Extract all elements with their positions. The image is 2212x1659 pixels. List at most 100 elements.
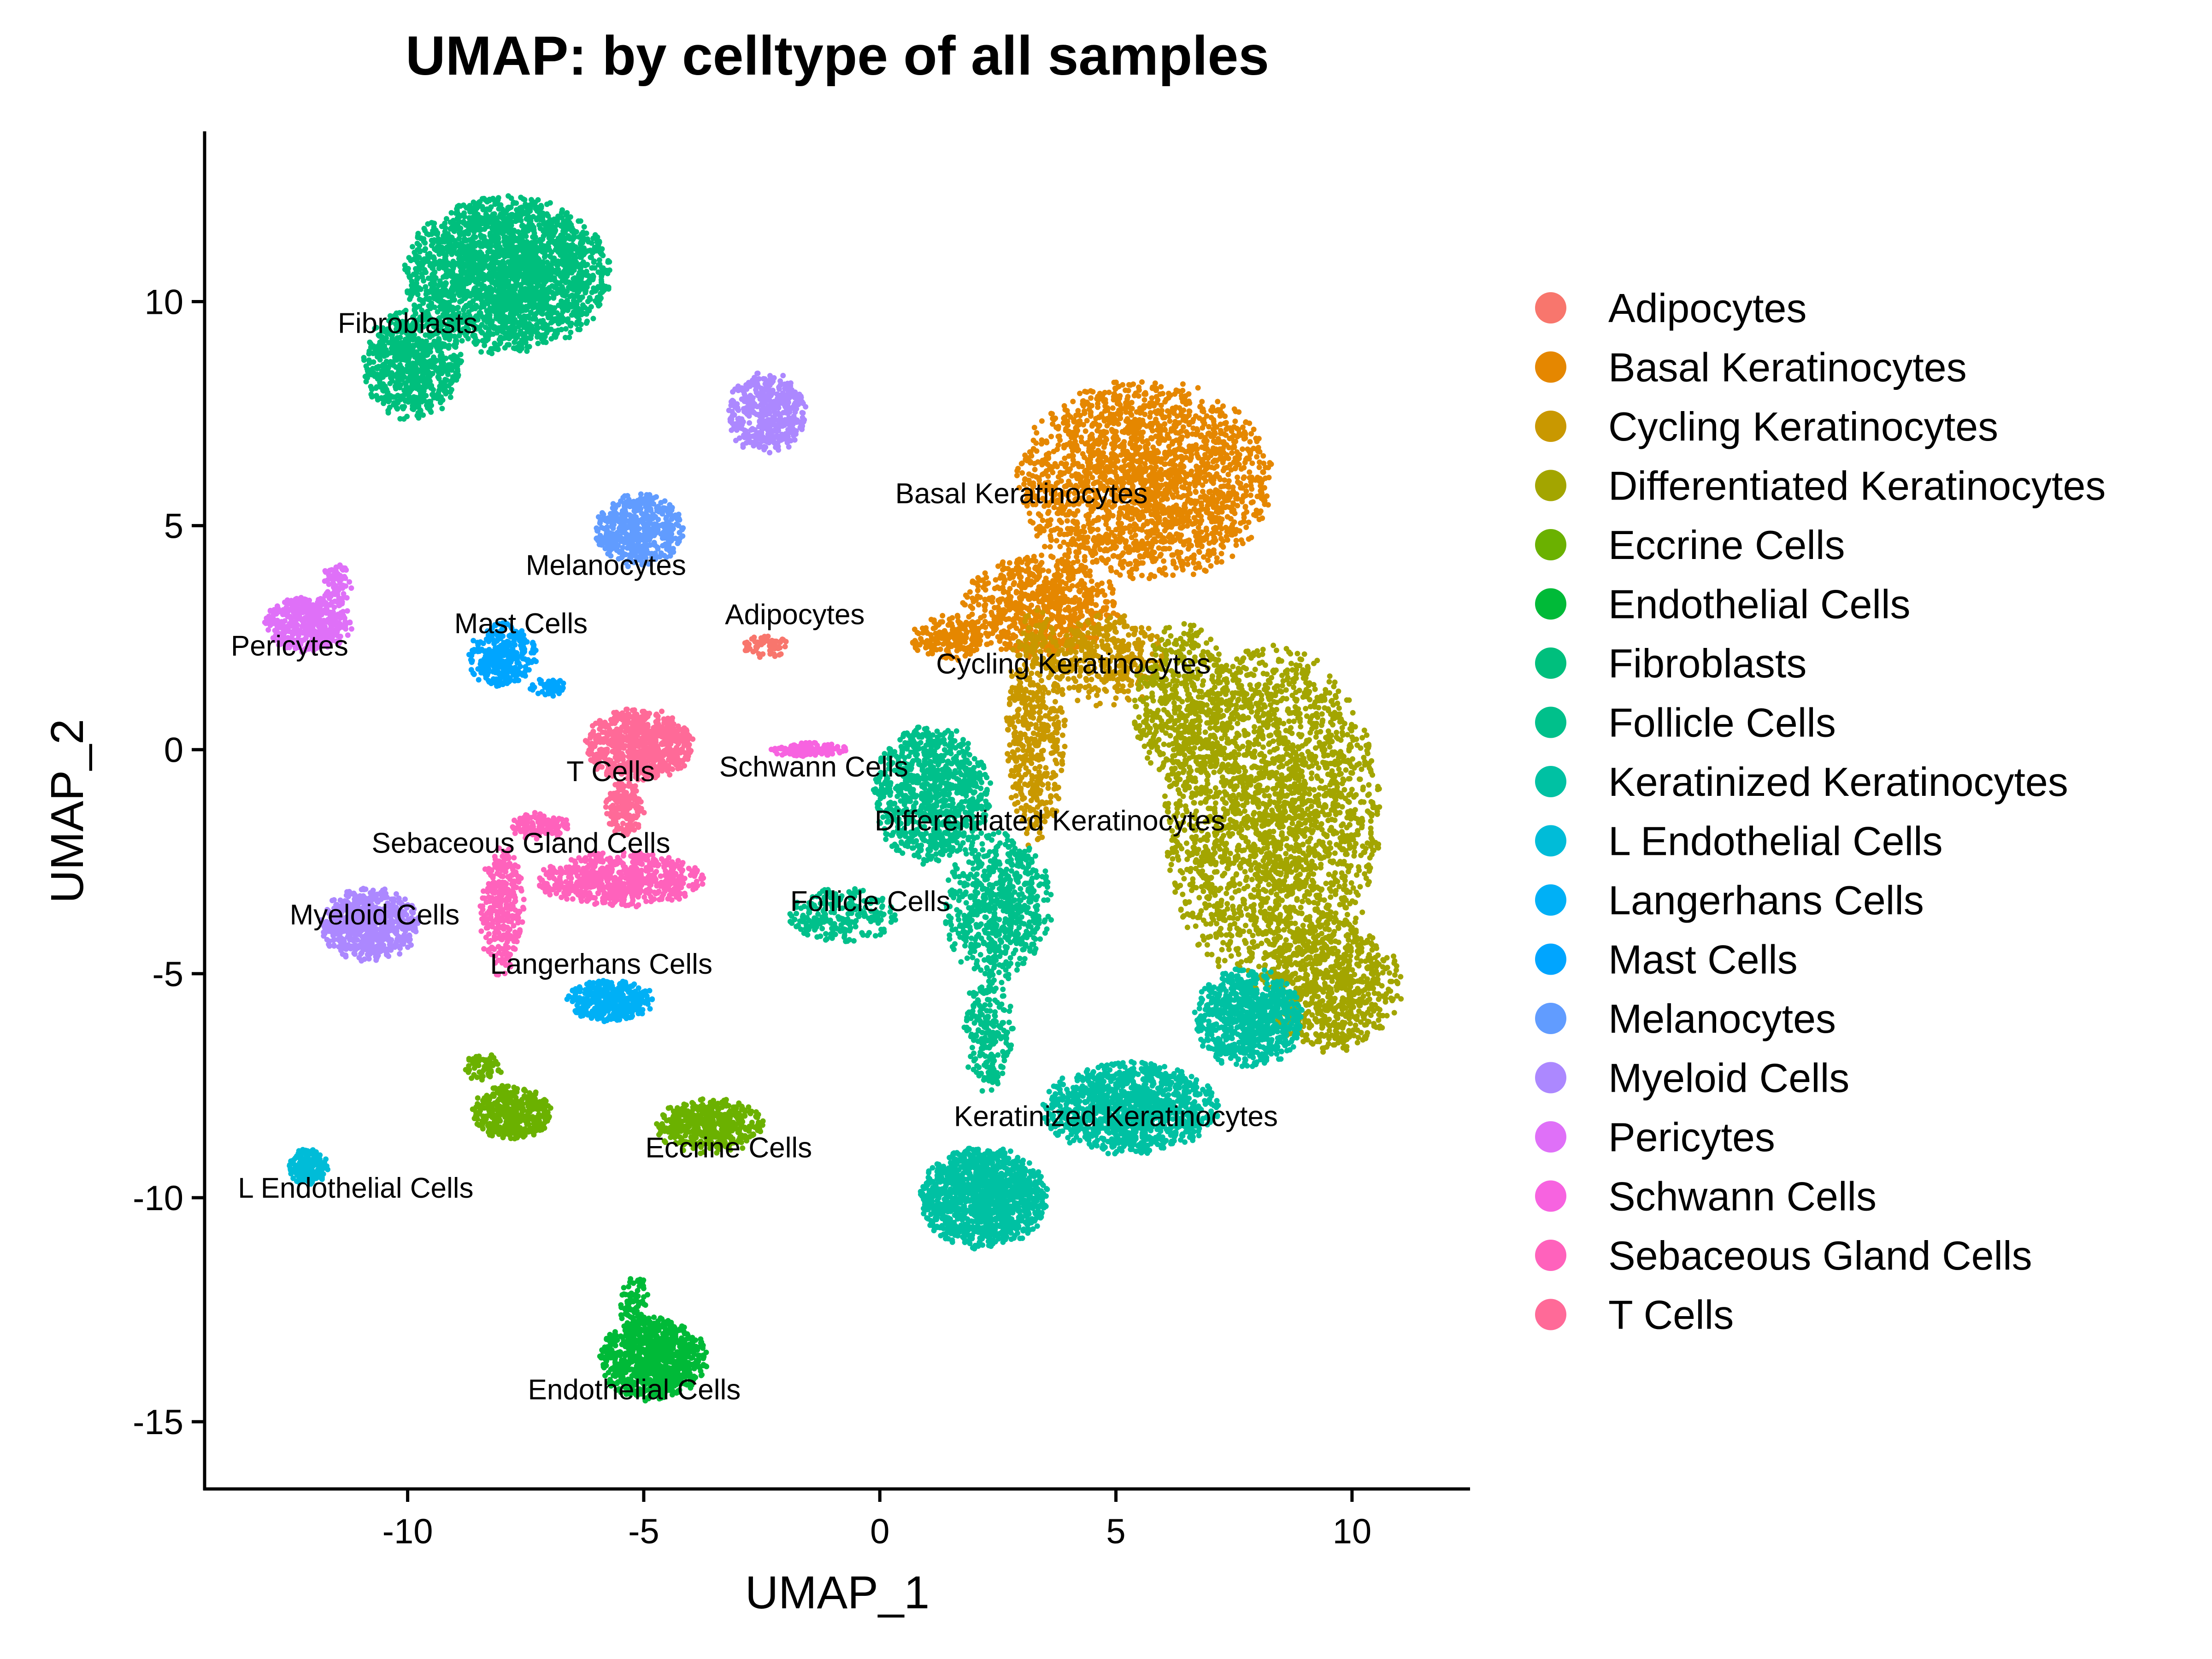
cluster-label: Pericytes (231, 630, 348, 662)
legend-label: Sebaceous Gland Cells (1608, 1233, 2032, 1278)
point-cluster (1132, 621, 1234, 789)
series-schwann-cells (768, 740, 848, 759)
series-langerhans-cells (564, 978, 655, 1024)
legend-item: T Cells (1535, 1292, 1734, 1338)
series-eccrine-cells (463, 1052, 766, 1156)
point-cluster (262, 594, 354, 655)
legend-item: Eccrine Cells (1535, 522, 1845, 568)
point-cluster (537, 850, 706, 910)
legend-item: Myeloid Cells (1535, 1055, 1849, 1101)
point-cluster (961, 971, 1016, 1094)
point-cluster (1004, 607, 1068, 848)
point-cluster (510, 810, 571, 842)
point-cluster (943, 830, 1054, 982)
cluster-label: Adipocytes (725, 599, 865, 631)
legend-label: Adipocytes (1608, 285, 1806, 331)
cluster-label: Keratinized Keratinocytes (954, 1101, 1278, 1133)
legend-key (1535, 1299, 1566, 1330)
series-myeloid-cells (318, 371, 809, 964)
legend-key (1535, 647, 1566, 679)
legend-label: Langerhans Cells (1608, 877, 1924, 923)
legend-label: Myeloid Cells (1608, 1055, 1849, 1101)
legend-label: Basal Keratinocytes (1608, 345, 1967, 390)
point-cluster (322, 562, 354, 608)
series-pericytes (262, 562, 354, 655)
legend-key (1535, 351, 1566, 383)
legend-key (1535, 943, 1566, 975)
point-cluster (1040, 1059, 1221, 1157)
cluster-label: Basal Keratinocytes (895, 478, 1148, 510)
point-cluster (318, 886, 421, 964)
x-ticks: -10 -5 0 5 10 (382, 1489, 1371, 1551)
legend-key (1535, 1180, 1566, 1212)
point-cluster (918, 1146, 1050, 1252)
point-cluster (1014, 379, 1274, 582)
x-axis-label: UMAP_1 (745, 1567, 930, 1618)
cluster-label: Eccrine Cells (645, 1132, 812, 1164)
legend-item: Fibroblasts (1535, 641, 1806, 686)
y-tick-label: -10 (133, 1179, 183, 1218)
x-tick-label: -5 (628, 1512, 659, 1551)
legend-item: Mast Cells (1535, 937, 1798, 982)
x-tick-label: 5 (1106, 1512, 1125, 1551)
legend-item: Langerhans Cells (1535, 877, 1924, 923)
point-cluster (871, 724, 994, 867)
legend-label: Keratinized Keratinocytes (1608, 759, 2068, 805)
y-axis-label: UMAP_2 (41, 719, 93, 903)
point-cluster (742, 633, 789, 660)
point-cluster (910, 612, 992, 663)
y-tick-label: 10 (144, 282, 183, 322)
legend-key (1535, 825, 1566, 857)
legend-key (1535, 411, 1566, 442)
legend-label: Eccrine Cells (1608, 522, 1845, 568)
series-melanocytes (594, 491, 686, 570)
point-cluster (287, 1147, 330, 1187)
legend-label: Melanocytes (1608, 996, 1836, 1041)
y-tick-label: 0 (164, 731, 183, 770)
series-adipocytes (742, 633, 789, 660)
point-cluster (466, 620, 539, 689)
legend-item: Schwann Cells (1535, 1174, 1877, 1219)
point-cluster (470, 1083, 553, 1141)
x-tick-label: 0 (870, 1512, 889, 1551)
plot-area: Adipocytes Basal Keratinocytes Cycling Ker… (231, 193, 1404, 1406)
legend-key (1535, 1003, 1566, 1034)
legend-item: Cycling Keratinocytes (1535, 404, 1998, 449)
cluster-label: Sebaceous Gland Cells (372, 827, 671, 859)
legend-item: Follicle Cells (1535, 700, 1836, 746)
legend: Adipocytes Basal Keratinocytes Cycling Ker… (1535, 285, 2106, 1338)
point-cluster (597, 1314, 710, 1404)
cluster-label: Differentiated Keratinocytes (875, 805, 1225, 837)
legend-key (1535, 766, 1566, 797)
series-fibroblasts (361, 193, 612, 422)
cluster-label: Follicle Cells (790, 886, 951, 918)
y-tick-label: -5 (152, 955, 183, 994)
cluster-label: Cycling Keratinocytes (936, 648, 1211, 680)
cluster-label: Schwann Cells (719, 751, 908, 783)
legend-key (1535, 292, 1566, 324)
legend-item: Endothelial Cells (1535, 582, 1911, 627)
point-cluster (564, 978, 655, 1024)
point-cluster (477, 845, 527, 978)
point-cluster (654, 1096, 766, 1156)
legend-item: Melanocytes (1535, 996, 1836, 1041)
cluster-labels: Adipocytes Basal Keratinocytes Cycling Ker… (231, 308, 1278, 1406)
cluster-label: Melanocytes (526, 550, 686, 582)
point-cluster (787, 886, 898, 944)
x-tick-label: -10 (382, 1512, 433, 1551)
y-tick-label: 5 (164, 507, 183, 546)
point-cluster (582, 706, 696, 783)
chart-title: UMAP: by celltype of all samples (406, 25, 1269, 87)
legend-key (1535, 1062, 1566, 1094)
legend-label: Follicle Cells (1608, 700, 1836, 746)
legend-key (1535, 470, 1566, 501)
data-points (262, 193, 1404, 1404)
legend-item: Basal Keratinocytes (1535, 345, 1967, 390)
legend-key (1535, 706, 1566, 738)
point-cluster (1162, 642, 1382, 991)
legend-key (1535, 588, 1566, 620)
legend-label: T Cells (1608, 1292, 1734, 1338)
legend-label: L Endothelial Cells (1608, 818, 1943, 864)
legend-label: Mast Cells (1608, 937, 1798, 982)
